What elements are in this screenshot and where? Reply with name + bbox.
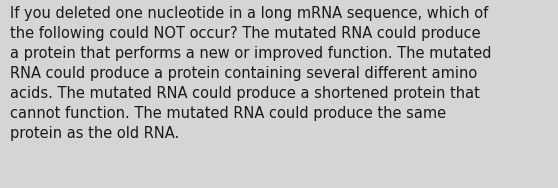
Text: If you deleted one nucleotide in a long mRNA sequence, which of
the following co: If you deleted one nucleotide in a long … [10,6,492,141]
